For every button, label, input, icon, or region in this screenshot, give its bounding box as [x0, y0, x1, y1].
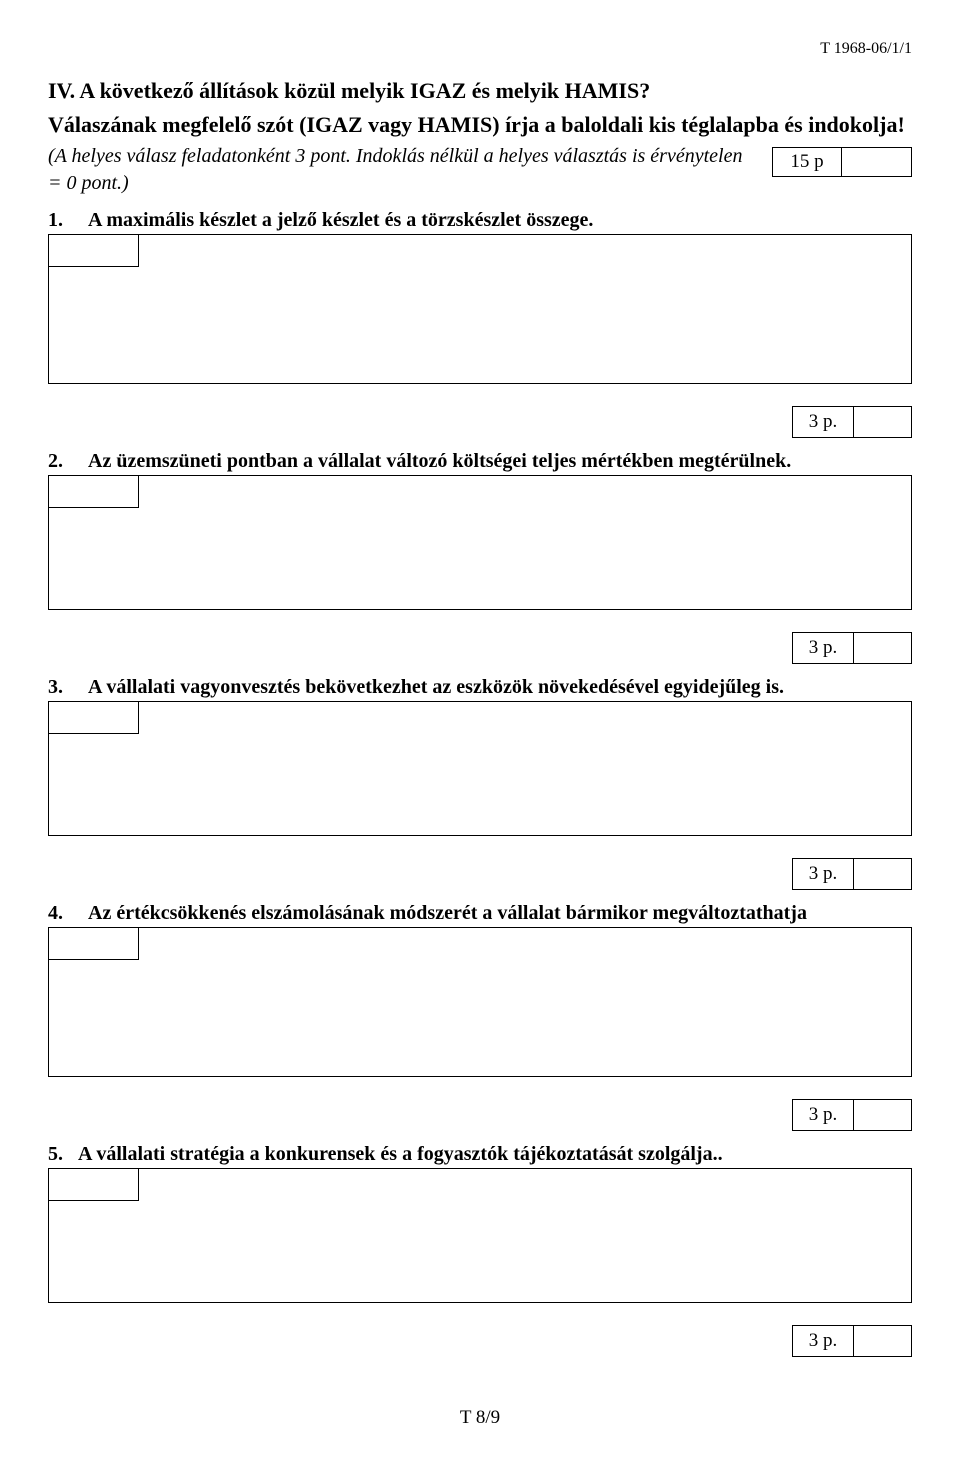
total-points-box: 15 p [772, 147, 912, 177]
question-4-choice-box[interactable] [49, 928, 139, 960]
question-4-answer-area[interactable] [48, 927, 912, 1077]
question-3-score-empty [854, 858, 912, 890]
total-points-label: 15 p [772, 147, 842, 177]
question-5-body: A vállalati stratégia a konkurensek és a… [78, 1143, 723, 1165]
question-1-score-label: 3 p. [792, 406, 854, 438]
page-footer: T 8/9 [48, 1407, 912, 1429]
question-1-body: A maximális készlet a jelző készlet és a… [88, 209, 593, 231]
section-title-line2: Válaszának megfelelő szót (IGAZ vagy HAM… [48, 110, 912, 140]
question-5-answer-area[interactable] [48, 1168, 912, 1303]
question-2-score-label: 3 p. [792, 632, 854, 664]
question-3-num: 3. [48, 676, 63, 698]
intro-row: (A helyes válasz feladatonként 3 pont. I… [48, 143, 912, 197]
question-1: 1. A maximális készlet a jelző készlet é… [48, 207, 912, 438]
question-2-num: 2. [48, 450, 63, 472]
question-5-score-row: 3 p. [48, 1325, 912, 1357]
question-2-score-empty [854, 632, 912, 664]
header-code: T 1968-06/1/1 [48, 40, 912, 58]
question-1-score-row: 3 p. [48, 406, 912, 438]
question-4-text: 4. Az értékcsökkenés elszámolásának móds… [48, 900, 912, 927]
question-3-choice-box[interactable] [49, 702, 139, 734]
question-4: 4. Az értékcsökkenés elszámolásának móds… [48, 900, 912, 1131]
question-3: 3. A vállalati vagyonvesztés bekövetkezh… [48, 674, 912, 890]
question-3-body: A vállalati vagyonvesztés bekövetkezhet … [88, 676, 784, 698]
question-3-score-row: 3 p. [48, 858, 912, 890]
question-1-num: 1. [48, 209, 63, 231]
question-3-text: 3. A vállalati vagyonvesztés bekövetkezh… [48, 674, 912, 701]
question-4-score-label: 3 p. [792, 1099, 854, 1131]
question-1-text: 1. A maximális készlet a jelző készlet é… [48, 207, 912, 234]
question-2-choice-box[interactable] [49, 476, 139, 508]
question-4-score-empty [854, 1099, 912, 1131]
intro-text: (A helyes válasz feladatonként 3 pont. I… [48, 143, 772, 197]
question-5: 5. A vállalati stratégia a konkurensek é… [48, 1141, 912, 1357]
question-2-body: Az üzemszüneti pontban a vállalat változ… [88, 450, 791, 472]
question-2-score-row: 3 p. [48, 632, 912, 664]
question-4-body: Az értékcsökkenés elszámolásának módszer… [88, 902, 807, 924]
question-3-answer-area[interactable] [48, 701, 912, 836]
question-5-text: 5. A vállalati stratégia a konkurensek é… [48, 1141, 912, 1168]
total-points-empty [842, 147, 912, 177]
question-5-choice-box[interactable] [49, 1169, 139, 1201]
question-5-num: 5. [48, 1143, 63, 1165]
question-4-num: 4. [48, 902, 63, 924]
question-1-score-empty [854, 406, 912, 438]
question-2: 2. Az üzemszüneti pontban a vállalat vál… [48, 448, 912, 664]
question-2-text: 2. Az üzemszüneti pontban a vállalat vál… [48, 448, 912, 475]
section-title-line1: IV. A következő állítások közül melyik I… [48, 76, 912, 106]
question-1-answer-area[interactable] [48, 234, 912, 384]
question-2-answer-area[interactable] [48, 475, 912, 610]
question-5-score-label: 3 p. [792, 1325, 854, 1357]
question-5-score-empty [854, 1325, 912, 1357]
question-4-score-row: 3 p. [48, 1099, 912, 1131]
question-3-score-label: 3 p. [792, 858, 854, 890]
question-1-choice-box[interactable] [49, 235, 139, 267]
